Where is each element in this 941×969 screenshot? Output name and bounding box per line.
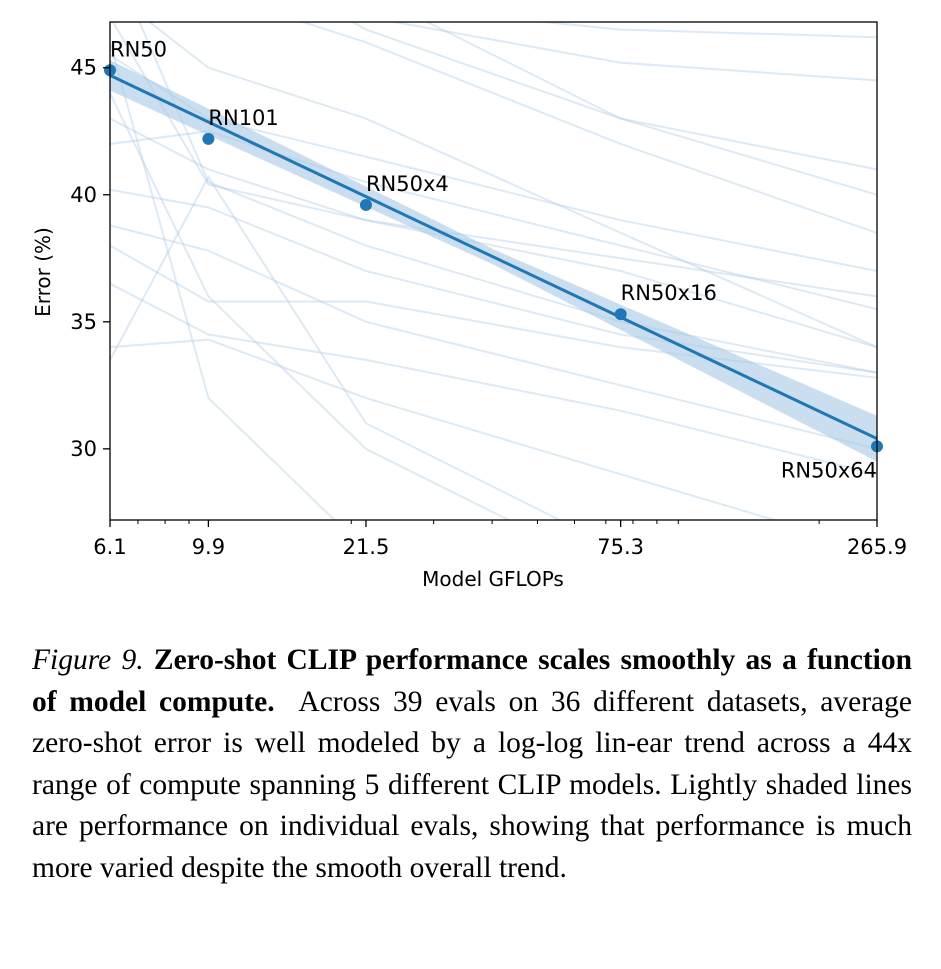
model-point-rn101 — [202, 132, 215, 145]
x-tick-label: 21.5 — [343, 535, 390, 559]
model-label-rn50x4: RN50x4 — [366, 172, 449, 196]
x-tick-label: 9.9 — [192, 535, 225, 559]
eval-line-10 — [110, 175, 562, 520]
eval-line-14 — [534, 22, 877, 39]
eval-line-2 — [111, 22, 877, 298]
eval-line-18 — [299, 22, 877, 234]
model-point-rn50x16 — [614, 308, 627, 321]
eval-line-7 — [110, 224, 877, 450]
trend-line — [110, 74, 877, 441]
eval-line-19 — [147, 22, 877, 349]
model-label-rn50x16: RN50x16 — [621, 281, 717, 305]
eval-line-4 — [110, 117, 877, 349]
eval-line-15 — [388, 22, 877, 82]
eval-line-17 — [350, 22, 877, 196]
y-axis: 30 35 40 45 — [70, 56, 110, 461]
x-axis-title: Model GFLOPs — [422, 567, 564, 591]
y-tick-label: 35 — [70, 310, 97, 334]
individual-eval-lines — [110, 22, 877, 520]
plot-frame — [109, 21, 878, 521]
model-point-rn50x4 — [359, 198, 372, 211]
y-tick-label: 30 — [70, 437, 97, 461]
figure-title: Zero-shot CLIP performance scales smooth… — [32, 644, 913, 718]
y-axis-title: Error (%) — [31, 227, 55, 317]
x-tick-label: 265.9 — [847, 535, 907, 559]
model-label-rn50: RN50 — [110, 37, 167, 61]
eval-line-11 — [110, 92, 511, 520]
x-axis: 6.1 9.9 21.5 75.3 265.9 — [93, 520, 907, 559]
eval-line-9 — [110, 338, 778, 520]
y-tick-label: 40 — [70, 183, 97, 207]
eval-line-12 — [110, 42, 336, 520]
figure-body: Across 39 evals on 36 different datasets… — [32, 685, 912, 884]
eval-line-8 — [110, 282, 877, 476]
trend-confidence-band — [110, 60, 877, 462]
figure-caption: Figure 9. Zero-shot CLIP performance sca… — [32, 640, 912, 889]
eval-line-5 — [110, 130, 877, 311]
scaling-chart: RN50 RN101 RN50x4 RN50x16 RN50x64 6.1 9.9 21.5… — [31, 21, 907, 591]
model-label-rn101: RN101 — [208, 106, 278, 130]
y-tick-label: 45 — [70, 56, 97, 80]
figure-label: Figure 9. — [32, 644, 144, 676]
model-label-rn50x64: RN50x64 — [781, 458, 877, 482]
eval-line-16 — [424, 22, 877, 171]
x-tick-label: 6.1 — [93, 535, 126, 559]
x-tick-label: 75.3 — [597, 535, 644, 559]
